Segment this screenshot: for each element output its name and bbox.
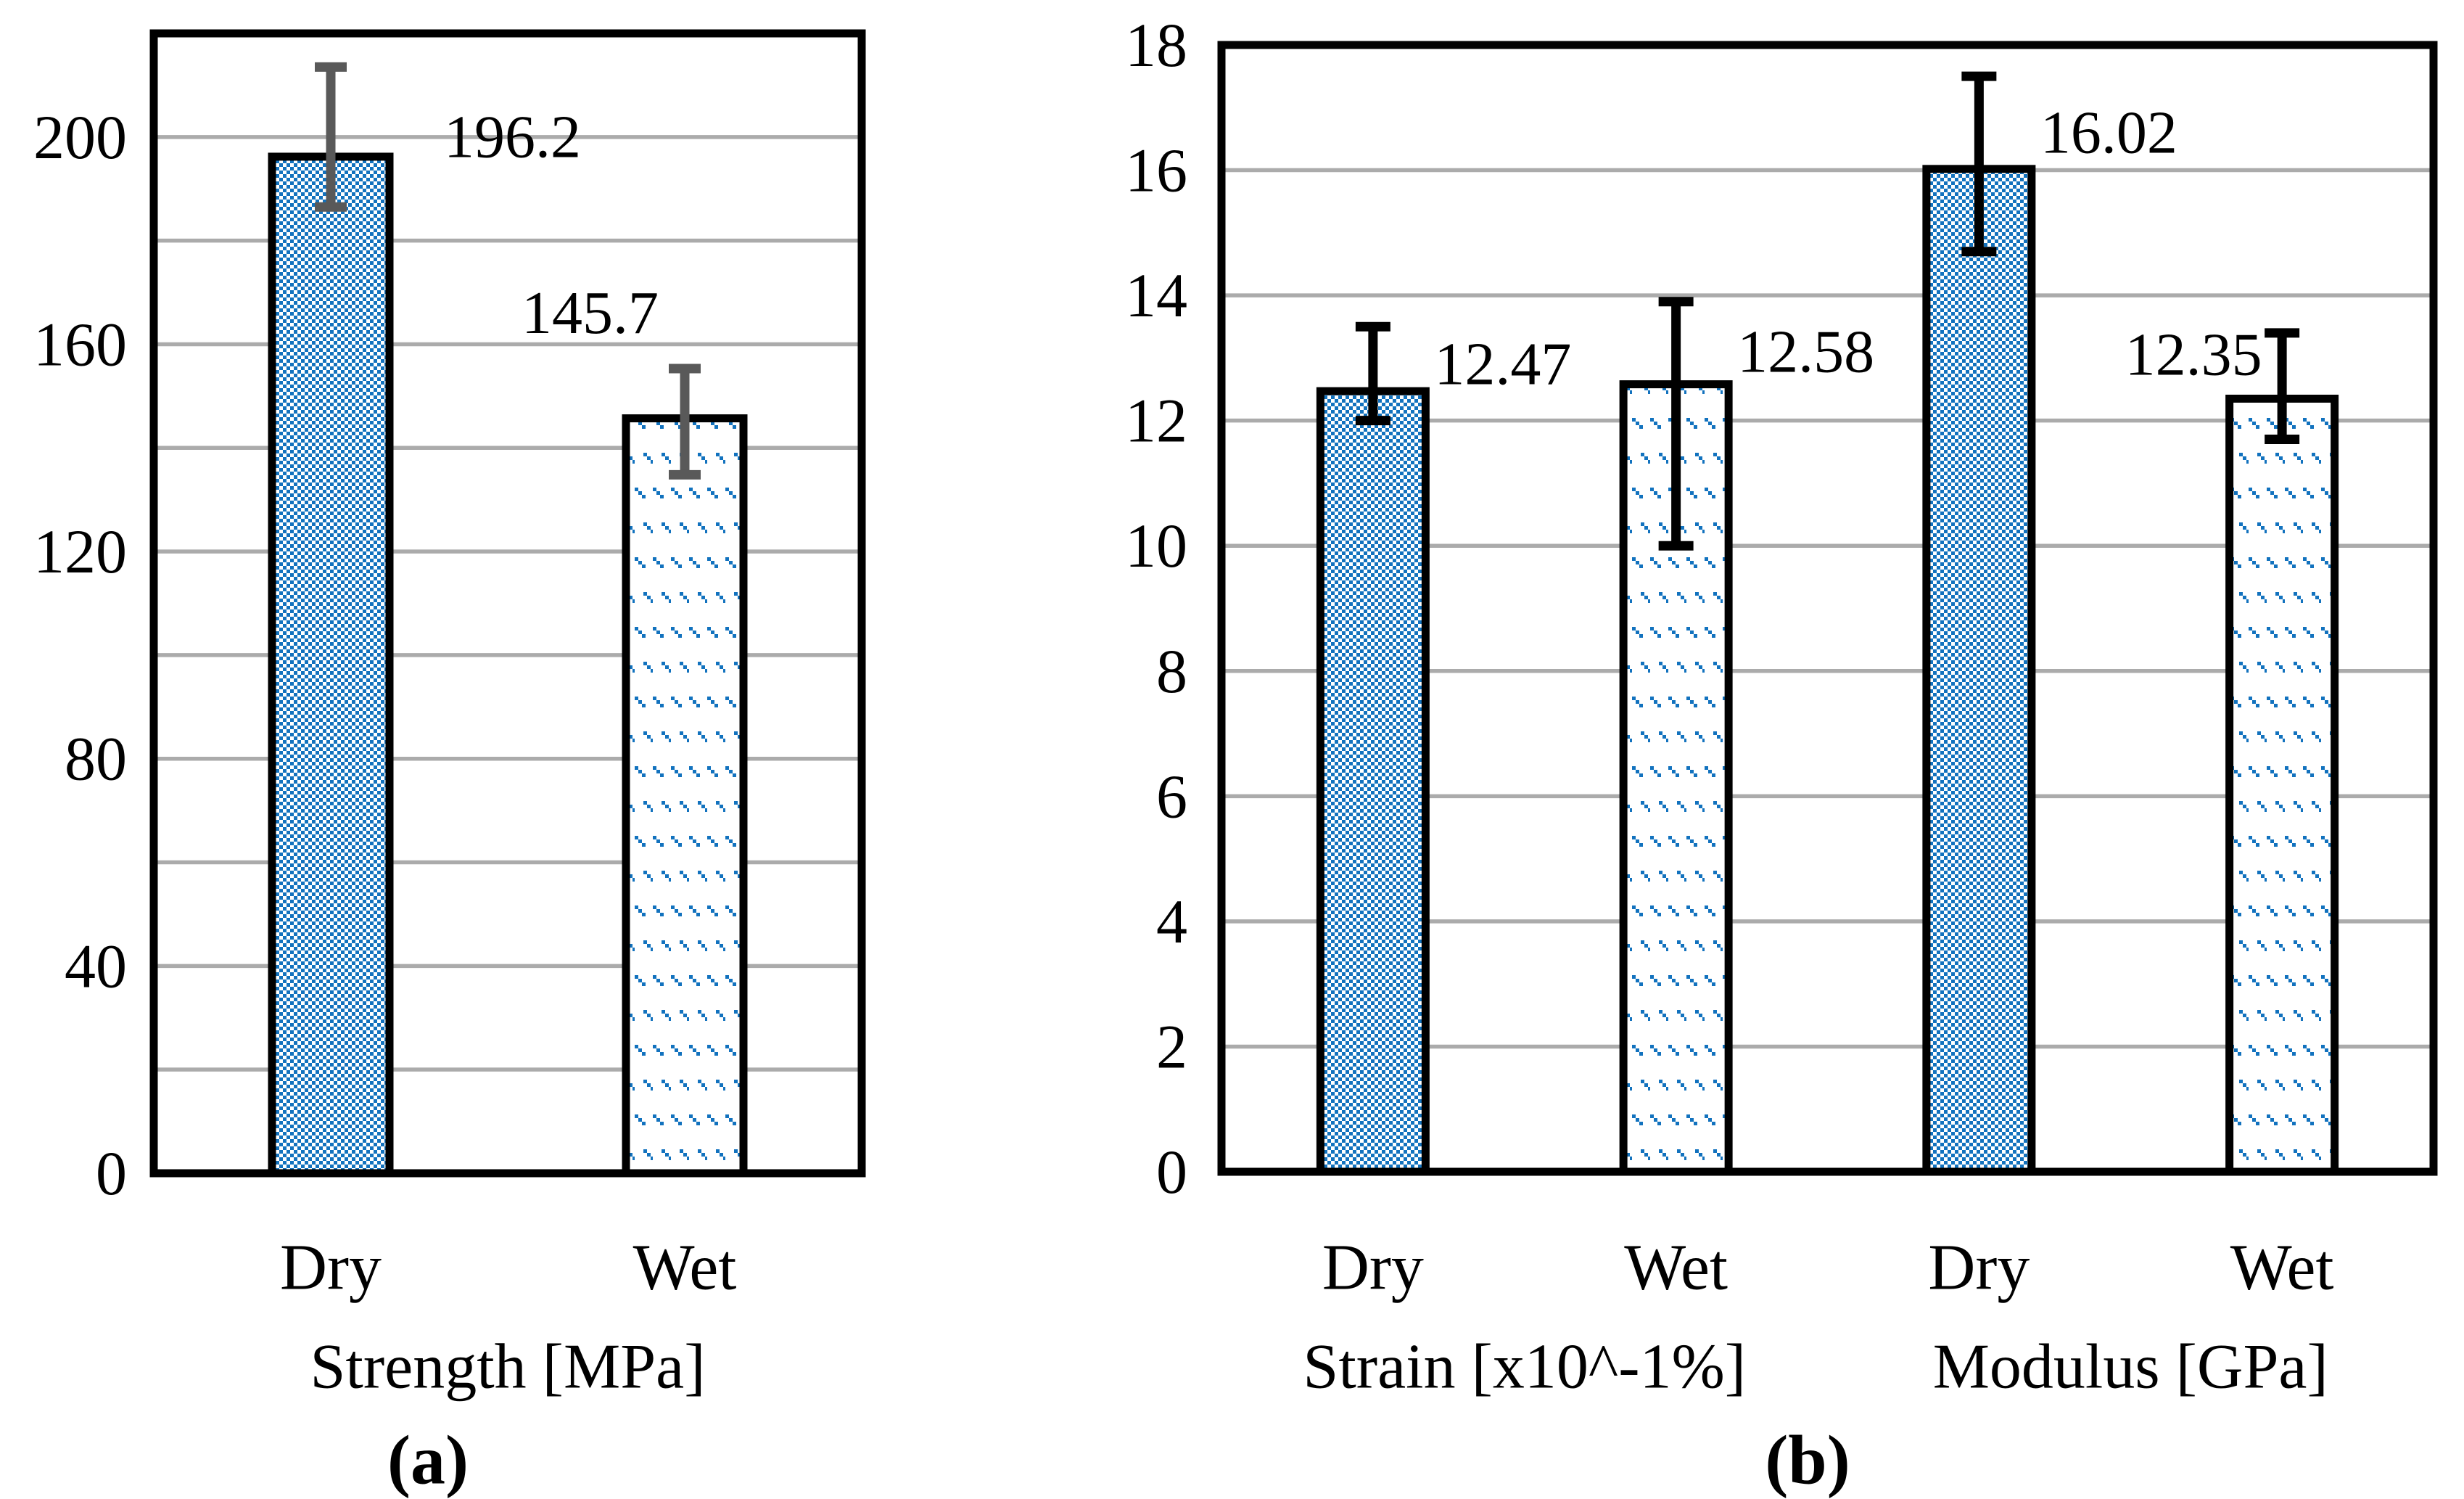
error-bar [315, 62, 347, 212]
panel-caption: (b) [1765, 1421, 1850, 1499]
data-label: 196.2 [444, 103, 581, 171]
panel-a-strength-chart: 0 40 80 120 160 200 196.2 145.7 Dry Wet Strength [… [33, 29, 866, 1499]
ytick-label: 16 [1125, 136, 1187, 205]
bar-dry-strength-hatch [272, 156, 390, 1174]
ytick-label: 200 [33, 102, 127, 172]
category-label-wet: Wet [1624, 1232, 1728, 1304]
ytick-label: 18 [1125, 10, 1187, 80]
group-axis-title: Strain [x10^-1%] [1303, 1332, 1746, 1403]
ytick-label: 12 [1125, 386, 1187, 456]
category-label-dry: Dry [280, 1232, 382, 1304]
plot-border [149, 29, 866, 1178]
error-bar [1658, 297, 1694, 551]
ytick-label: 14 [1125, 260, 1187, 330]
panel-b-strain-modulus-chart: 0 2 4 6 8 10 12 14 16 18 12.47 12.58 16.02 12.35 Dry We… [1125, 10, 2438, 1499]
ytick-label: 120 [33, 517, 127, 586]
ytick-label: 2 [1156, 1011, 1187, 1081]
data-label: 12.35 [2125, 321, 2262, 389]
category-label-wet: Wet [2230, 1232, 2334, 1304]
ytick-label: 8 [1156, 636, 1187, 706]
data-label: 16.02 [2040, 99, 2177, 166]
ytick-label: 0 [96, 1138, 127, 1208]
ytick-label: 0 [1156, 1137, 1187, 1207]
panel-caption: (a) [387, 1421, 469, 1499]
data-label: 12.47 [1434, 331, 1571, 398]
bar-wet-modulus-hatch [2229, 398, 2335, 1172]
plot-border [1217, 41, 2438, 1176]
bar-dry-strain-hatch [1320, 391, 1426, 1172]
ytick-label: 10 [1125, 511, 1187, 580]
bar-dry-modulus-hatch [1926, 168, 2032, 1172]
category-label-dry: Dry [1928, 1232, 2030, 1304]
data-label: 12.58 [1737, 318, 1874, 385]
ytick-label: 80 [65, 724, 127, 794]
group-axis-title: Modulus [GPa] [1933, 1332, 2328, 1403]
category-label-dry: Dry [1322, 1232, 1424, 1304]
category-label-wet: Wet [633, 1232, 737, 1304]
ytick-label: 4 [1156, 887, 1187, 956]
ytick-label: 160 [33, 309, 127, 379]
axis-title: Strength [MPa] [310, 1332, 705, 1403]
error-bar [669, 364, 701, 480]
ytick-label: 6 [1156, 761, 1187, 831]
error-bar [2265, 328, 2300, 445]
error-bar [1355, 321, 1390, 426]
error-bar [1961, 71, 1997, 257]
ytick-label: 40 [65, 931, 127, 1001]
bar-wet-strength-hatch [626, 418, 743, 1173]
data-label: 145.7 [522, 279, 659, 347]
